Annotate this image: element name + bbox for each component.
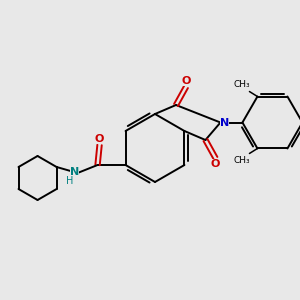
Text: CH₃: CH₃ — [233, 156, 250, 165]
Text: H: H — [66, 176, 73, 186]
Text: O: O — [181, 76, 191, 86]
Text: O: O — [211, 159, 220, 169]
Text: O: O — [95, 134, 104, 144]
Text: N: N — [70, 167, 79, 177]
Text: CH₃: CH₃ — [233, 80, 250, 89]
Text: N: N — [220, 118, 229, 128]
